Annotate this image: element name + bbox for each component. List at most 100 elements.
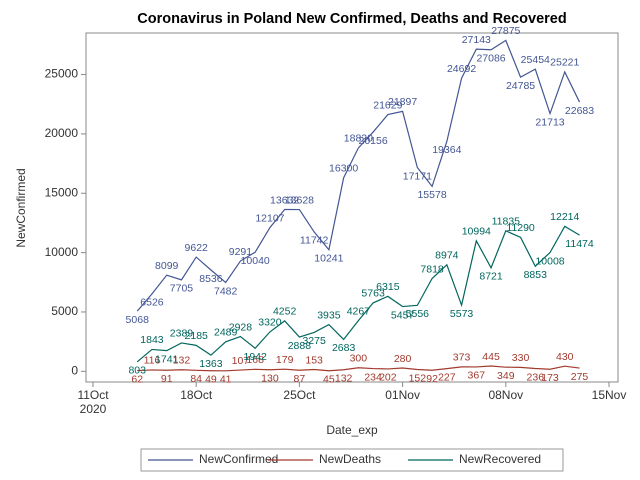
chart-title: Coronavirus in Poland New Confirmed, Dea… — [137, 11, 566, 27]
data-label: 2888 — [288, 340, 312, 352]
data-label: 27143 — [462, 34, 491, 46]
y-tick-label: 15000 — [45, 185, 79, 199]
data-label: 62 — [131, 373, 143, 385]
data-label: 275 — [571, 371, 589, 383]
data-label: 11742 — [300, 235, 329, 247]
data-label: 7818 — [420, 263, 444, 275]
data-label: 803 — [128, 365, 146, 377]
data-label: 2489 — [214, 327, 238, 339]
data-label: 7482 — [214, 285, 238, 297]
data-label: 17171 — [403, 170, 432, 182]
data-label: 15578 — [417, 189, 446, 201]
data-label: 10040 — [241, 255, 270, 267]
data-label: 107 — [232, 355, 250, 367]
data-label: 179 — [276, 354, 294, 366]
data-label: 8721 — [479, 271, 503, 283]
data-label: 91 — [161, 373, 173, 385]
data-label: 152 — [409, 372, 427, 384]
x-tick-label: 08Nov — [488, 388, 523, 402]
x-tick-label: 15Nov — [592, 388, 627, 402]
data-label: 373 — [453, 352, 471, 364]
data-label: 4267 — [347, 305, 371, 317]
data-label: 84 — [190, 373, 202, 385]
data-label: 11290 — [506, 222, 535, 234]
data-label: 445 — [482, 351, 500, 363]
data-label: 45 — [323, 374, 335, 386]
y-axis-label: NewConfirmed — [14, 168, 28, 247]
data-label: 349 — [497, 370, 515, 382]
data-label: 24785 — [506, 80, 535, 92]
series-line — [136, 225, 580, 363]
data-label: 18820 — [344, 133, 373, 145]
data-label: 21629 — [373, 99, 402, 111]
x-tick-label: 18Oct — [180, 388, 213, 402]
x-tick-label: 11Oct 2020 — [77, 388, 109, 416]
data-label: 234 — [364, 371, 382, 383]
data-label: 4252 — [273, 306, 297, 318]
y-tick-label: 25000 — [45, 67, 79, 81]
data-label: 41 — [220, 374, 232, 386]
data-label: 27875 — [491, 25, 520, 37]
data-label: 430 — [556, 351, 574, 363]
data-label: 13632 — [270, 194, 299, 206]
plot-frame — [85, 32, 619, 383]
data-label: 5763 — [361, 288, 385, 300]
data-label: 10241 — [314, 253, 343, 265]
data-label: 8536 — [199, 273, 223, 285]
data-label: 2389 — [170, 328, 194, 340]
data-label: 2185 — [185, 330, 209, 342]
data-label: 132 — [335, 373, 353, 385]
data-label: 330 — [512, 352, 530, 364]
data-label: 5573 — [450, 308, 474, 320]
data-label: 6315 — [376, 281, 400, 293]
data-label: 8853 — [524, 269, 548, 281]
data-label: 9291 — [229, 246, 253, 258]
data-label: 1363 — [199, 358, 223, 370]
data-label: 21713 — [535, 116, 564, 128]
data-label: 24692 — [447, 63, 476, 75]
data-label: 9622 — [185, 242, 209, 254]
data-label: 3320 — [258, 317, 282, 329]
data-label: 10008 — [535, 255, 564, 267]
data-label: 25221 — [550, 57, 579, 69]
data-label: 22683 — [565, 105, 594, 117]
x-tick-label: 01Nov — [385, 388, 420, 402]
data-label: 280 — [394, 353, 412, 365]
data-label: 116 — [144, 355, 161, 367]
data-label: 5556 — [406, 308, 430, 320]
data-label: 12214 — [550, 211, 579, 223]
data-label: 92 — [426, 373, 438, 385]
y-tick-label: 10000 — [45, 245, 79, 259]
data-label: 5068 — [126, 314, 150, 326]
data-label: 27086 — [476, 53, 505, 65]
data-label: 6526 — [140, 297, 164, 309]
data-label: 10994 — [462, 226, 491, 238]
data-label: 11835 — [492, 216, 521, 228]
data-label: 3275 — [302, 335, 326, 347]
data-label: 173 — [541, 372, 559, 384]
data-label: 202 — [379, 372, 397, 384]
data-label: 2683 — [332, 342, 356, 354]
data-label: 1741 — [155, 353, 179, 365]
data-label: 130 — [261, 373, 279, 385]
series-line — [136, 39, 581, 312]
data-label: 1942 — [243, 351, 267, 363]
data-label: 87 — [294, 373, 306, 385]
legend-frame — [140, 448, 564, 472]
y-tick-label: 0 — [71, 363, 78, 377]
data-label: 227 — [438, 371, 456, 383]
data-label: 1843 — [140, 334, 164, 346]
data-label: 49 — [205, 374, 217, 386]
data-label: 132 — [173, 355, 191, 367]
data-label: 12107 — [255, 212, 284, 224]
x-axis-label: Date_exp — [326, 423, 378, 437]
data-label: 19364 — [432, 144, 461, 156]
data-label: 25454 — [521, 54, 550, 66]
legend-label: NewRecovered — [459, 452, 541, 466]
series-line — [137, 365, 580, 372]
legend-label: NewDeaths — [319, 452, 381, 466]
data-label: 13628 — [285, 194, 314, 206]
data-label: 5457 — [391, 309, 415, 321]
